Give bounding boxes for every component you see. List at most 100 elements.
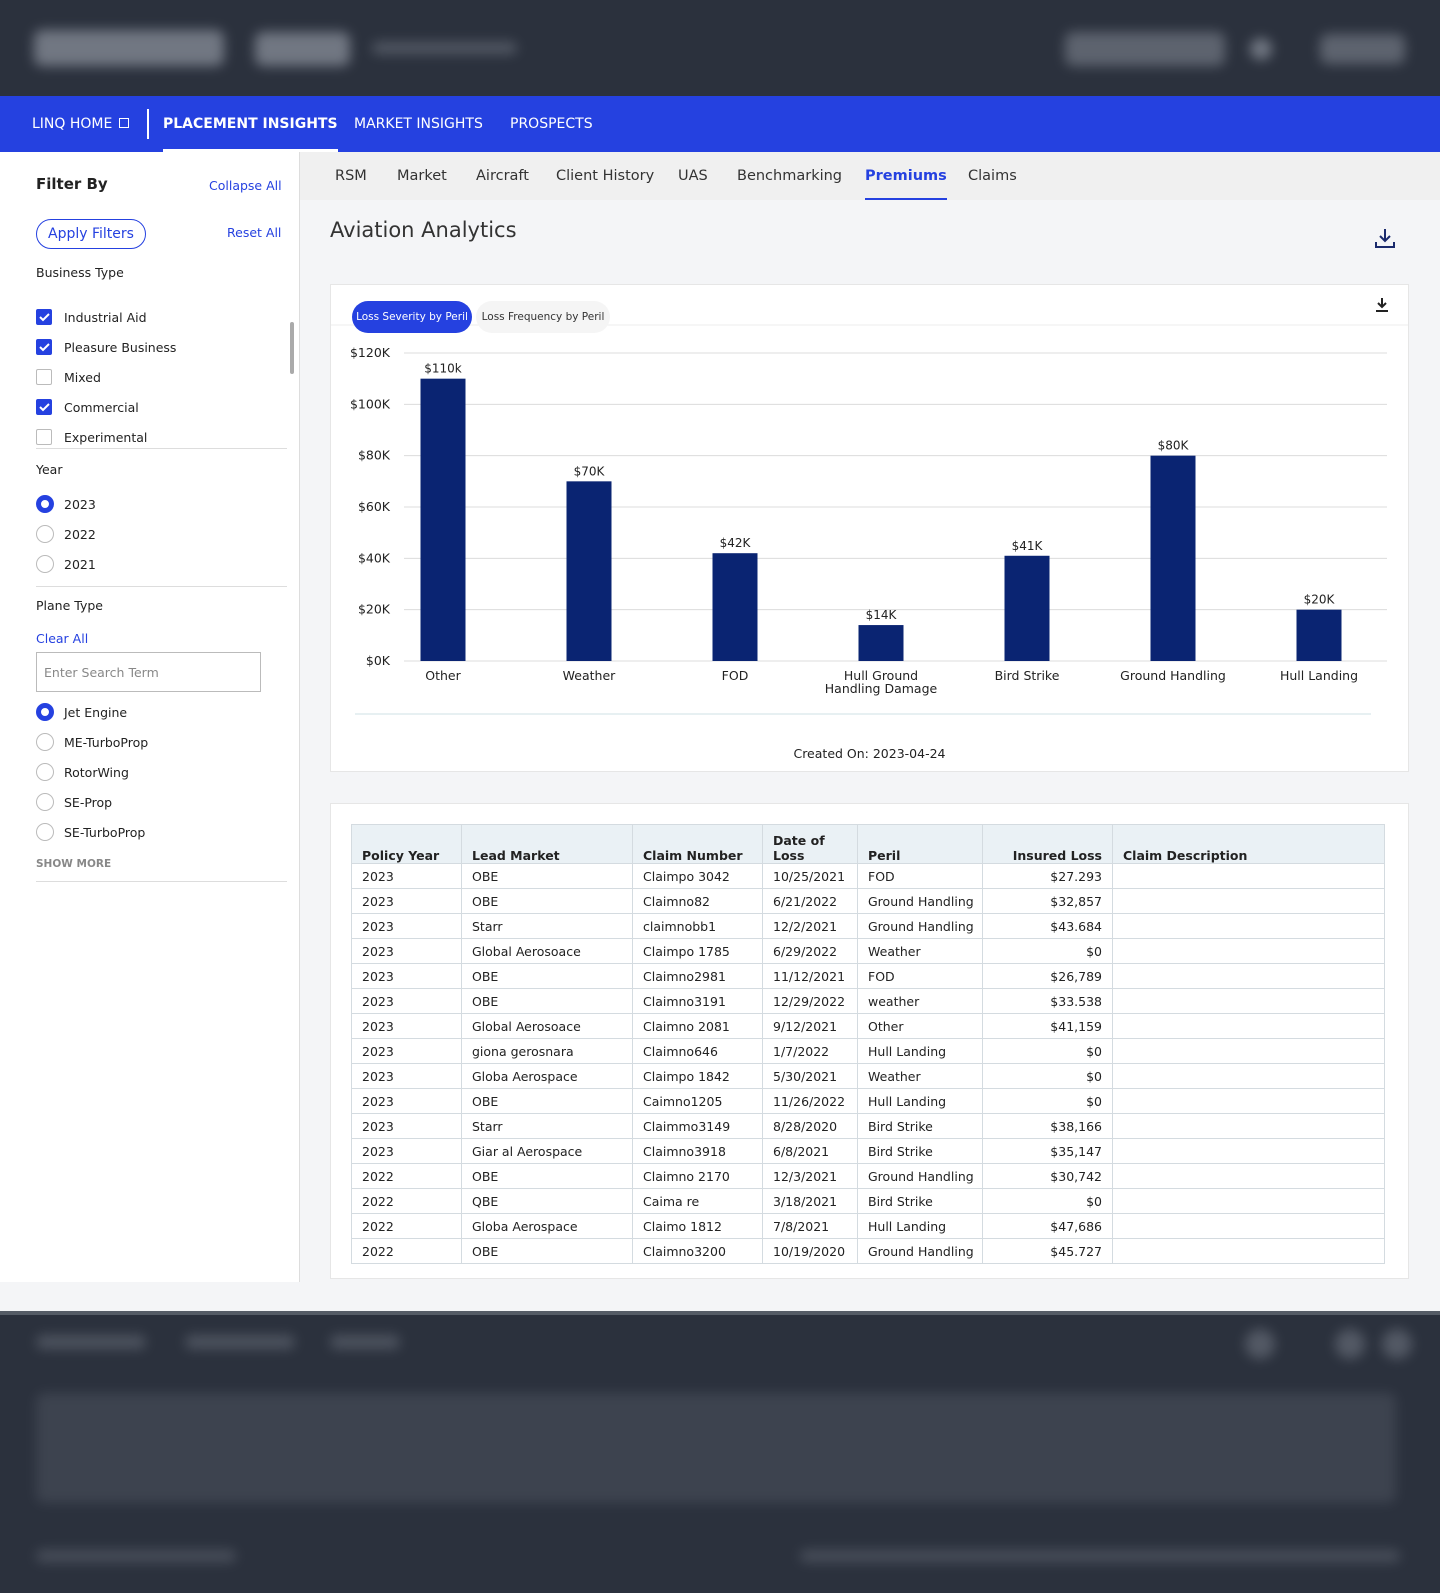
column-header: Claim Number <box>632 824 763 864</box>
table-cell: $43.684 <box>982 913 1113 939</box>
search-box[interactable]: Enter Search Term <box>36 652 261 692</box>
show-more[interactable]: SHOW MORE <box>36 858 112 870</box>
table-cell: 6/21/2022 <box>762 888 858 914</box>
tab[interactable]: Benchmarking <box>737 168 843 184</box>
description-cell <box>1112 1038 1385 1064</box>
bar <box>1150 455 1196 661</box>
checkbox[interactable] <box>36 339 52 355</box>
tab[interactable]: UAS <box>678 168 708 184</box>
check <box>39 403 50 412</box>
description-cell <box>1112 1013 1385 1039</box>
toggle-button[interactable]: Loss Severity by Peril <box>352 301 472 333</box>
logo-2 <box>255 32 350 66</box>
section-label: Year <box>36 462 63 477</box>
user-info <box>1065 32 1225 66</box>
description-cell <box>1112 1163 1385 1189</box>
table-cell: QBE <box>461 1188 633 1214</box>
collapse-all[interactable]: Collapse All <box>209 178 282 193</box>
checkbox[interactable] <box>36 429 52 445</box>
radio-label: 2022 <box>64 527 96 542</box>
table-cell: 6/8/2021 <box>762 1138 858 1164</box>
apply-filters[interactable]: Apply Filters <box>36 219 146 249</box>
checkbox[interactable] <box>36 399 52 415</box>
radio[interactable] <box>36 733 54 751</box>
nav-item[interactable]: PROSPECTS <box>510 116 593 132</box>
bar <box>566 481 612 661</box>
footer-link[interactable] <box>36 1335 146 1349</box>
filter-title: Filter By <box>36 175 108 193</box>
table-row: 2023 giona gerosnara Claimno646 1/7/2022 Hul… <box>351 1038 1385 1064</box>
checkbox-label: Industrial Aid <box>64 310 147 325</box>
tab[interactable]: RSM <box>335 168 367 184</box>
tab[interactable]: Market <box>397 168 447 184</box>
table-cell: Claimno3200 <box>632 1238 763 1264</box>
external-icon <box>119 118 130 128</box>
social-icon[interactable] <box>1382 1329 1412 1359</box>
chart-download[interactable] <box>1374 297 1390 313</box>
table-cell: 2023 <box>351 913 462 939</box>
checkbox[interactable] <box>36 369 52 385</box>
description-cell <box>1112 988 1385 1014</box>
table-cell: $0 <box>982 1038 1113 1064</box>
radio[interactable] <box>36 703 54 721</box>
table-row: 2022 Globa Aerospace Claimo 1812 7/8/2021 Hu… <box>351 1213 1385 1239</box>
table-cell: 11/26/2022 <box>762 1088 858 1114</box>
radio[interactable] <box>36 793 54 811</box>
table-cell: Ground Handling <box>857 888 983 914</box>
table-cell: FOD <box>857 863 983 889</box>
tab-bar: RSM Market Aircraft Client History UAS Benchm… <box>300 152 1440 200</box>
clear-all[interactable]: Clear All <box>36 631 89 646</box>
social-icon[interactable] <box>1335 1329 1365 1359</box>
checkbox-label: Commercial <box>64 400 139 415</box>
radio[interactable] <box>36 763 54 781</box>
radio[interactable] <box>36 495 54 513</box>
table-row: 2022 OBE Claimno3200 10/19/2020 Ground Handl… <box>351 1238 1385 1264</box>
tab[interactable]: Premiums <box>865 152 947 200</box>
checkbox-label: Pleasure Business <box>64 340 177 355</box>
tab[interactable]: Client History <box>556 168 655 184</box>
table-cell: Ground Handling <box>857 913 983 939</box>
table-cell: $35,147 <box>982 1138 1113 1164</box>
table-row: 2023 OBE Claimno82 6/21/2022 Ground Handling… <box>351 888 1385 914</box>
section-label: Business Type <box>36 265 124 280</box>
reset-all[interactable]: Reset All <box>227 225 282 240</box>
radio-label: SE-Prop <box>64 795 113 810</box>
footer-link[interactable] <box>330 1335 400 1349</box>
table-cell: $26,789 <box>982 963 1113 989</box>
table-cell: 5/30/2021 <box>762 1063 858 1089</box>
description-cell <box>1112 1138 1385 1164</box>
table-cell: 9/12/2021 <box>762 1013 858 1039</box>
menu[interactable] <box>1320 34 1405 64</box>
download-icon[interactable] <box>1373 226 1397 250</box>
description-cell <box>1112 963 1385 989</box>
nav-item[interactable]: LINQ HOME <box>32 96 130 152</box>
checkbox[interactable] <box>36 309 52 325</box>
header-row: Policy Year Lead Market Claim Number Date o… <box>351 824 1385 864</box>
tab[interactable]: Claims <box>968 168 1017 184</box>
radio[interactable] <box>36 525 54 543</box>
footer-link[interactable] <box>185 1335 295 1349</box>
check <box>39 343 50 352</box>
nav-item[interactable]: PLACEMENT INSIGHTS <box>163 96 338 152</box>
toggle-button[interactable]: Loss Frequency by Peril <box>476 301 610 333</box>
table-cell: Claimno82 <box>632 888 763 914</box>
legal-links[interactable] <box>800 1550 1400 1562</box>
table-row: 2023 OBE Caimno1205 11/26/2022 Hull Landing $… <box>351 1088 1385 1114</box>
radio-label: 2021 <box>64 557 96 572</box>
radio[interactable] <box>36 555 54 573</box>
table-cell: 12/3/2021 <box>762 1163 858 1189</box>
table-row: 2023 Global Aerosoace Claimpo 1785 6/29/202… <box>351 938 1385 964</box>
nav-item[interactable]: MARKET INSIGHTS <box>354 116 483 132</box>
table-cell: OBE <box>461 963 633 989</box>
table-cell: $33.538 <box>982 988 1113 1014</box>
user-icon[interactable] <box>1250 38 1272 60</box>
tab[interactable]: Aircraft <box>476 168 529 184</box>
table-card: Policy Year Lead Market Claim Number Date o… <box>330 803 1409 1279</box>
table-cell: Claimno3191 <box>632 988 763 1014</box>
radio[interactable] <box>36 823 54 841</box>
separator <box>36 881 287 882</box>
scrollbar[interactable] <box>290 322 294 374</box>
table-cell: OBE <box>461 1088 633 1114</box>
social-icon[interactable] <box>1245 1329 1275 1359</box>
table-cell: 2022 <box>351 1238 462 1264</box>
